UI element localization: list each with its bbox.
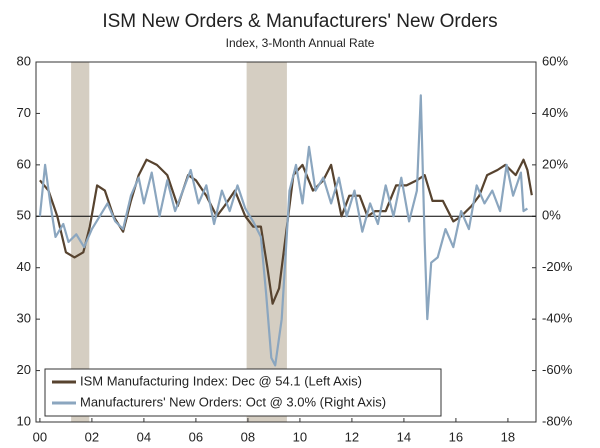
y-tick-label: 40 <box>17 259 31 274</box>
y-tick-label: 60 <box>17 156 31 171</box>
y2-tick-label: 20% <box>542 156 568 171</box>
y2-tick-label: 0% <box>542 208 561 223</box>
y-tick-label: 20 <box>17 362 31 377</box>
chart-title: ISM New Orders & Manufacturers' New Orde… <box>102 11 497 32</box>
x-tick-label: 18 <box>501 429 515 444</box>
chart-subtitle: Index, 3-Month Annual Rate <box>226 36 375 50</box>
y2-tick-label: -80% <box>542 413 573 428</box>
y2-tick-label: -40% <box>542 311 573 326</box>
legend-label: Manufacturers' New Orders: Oct @ 3.0% (R… <box>80 394 386 409</box>
legend: ISM Manufacturing Index: Dec @ 54.1 (Lef… <box>44 368 442 417</box>
legend-label: ISM Manufacturing Index: Dec @ 54.1 (Lef… <box>80 373 362 388</box>
y2-tick-label: -20% <box>542 259 573 274</box>
y2-tick-label: -60% <box>542 362 573 377</box>
x-tick-label: 14 <box>397 429 411 444</box>
y-tick-label: 50 <box>17 208 31 223</box>
y2-tick-label: 60% <box>542 53 568 68</box>
x-tick-label: 04 <box>137 429 151 444</box>
x-tick-label: 08 <box>241 429 255 444</box>
legend-box <box>44 368 442 417</box>
x-tick-label: 10 <box>293 429 307 444</box>
x-tick-label: 00 <box>33 429 47 444</box>
y-tick-label: 10 <box>17 413 31 428</box>
y-tick-label: 70 <box>17 105 31 120</box>
y-tick-label: 80 <box>17 53 31 68</box>
x-tick-label: 12 <box>345 429 359 444</box>
y-tick-label: 30 <box>17 311 31 326</box>
x-tick-label: 16 <box>449 429 463 444</box>
plot-frame <box>35 61 537 423</box>
series-line <box>38 94 528 367</box>
y2-tick-label: 40% <box>542 105 568 120</box>
x-tick-label: 02 <box>85 429 99 444</box>
x-tick-label: 06 <box>189 429 203 444</box>
recession-band <box>246 62 287 422</box>
